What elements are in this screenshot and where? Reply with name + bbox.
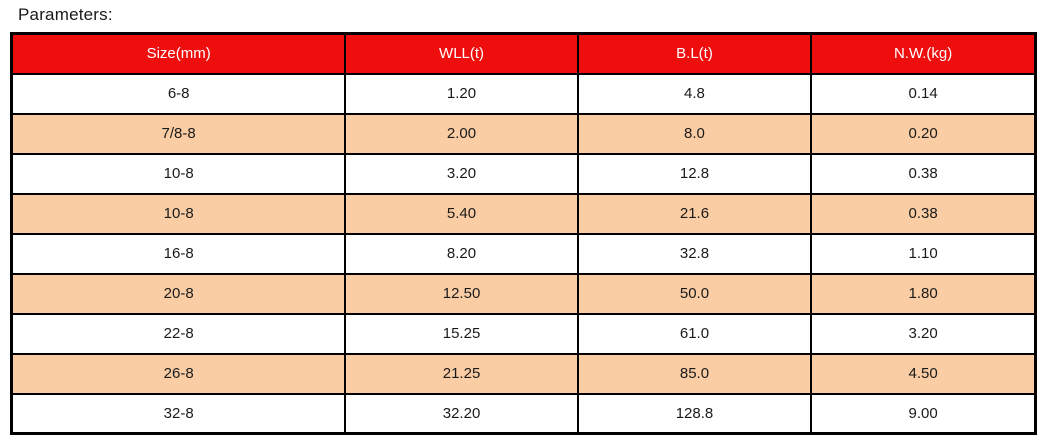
- table-row: 10-8 5.40 21.6 0.38: [10, 192, 1037, 235]
- parameters-table: Size(mm) WLL(t) B.L(t) N.W.(kg) 6-8 1.20 4.8 0…: [10, 32, 1037, 435]
- table-row: 7/8-8 2.00 8.0 0.20: [10, 112, 1037, 155]
- table-cell: 2.00: [344, 112, 579, 155]
- table-body: 6-8 1.20 4.8 0.14 7/8-8 2.00 8.0 0.20 10-8 3.20 12…: [10, 72, 1037, 435]
- table-cell: 0.38: [810, 192, 1037, 235]
- table-cell: 1.80: [810, 272, 1037, 315]
- table-cell: 32.8: [576, 232, 813, 275]
- table-cell: 12.50: [344, 272, 579, 315]
- table-cell: 61.0: [576, 312, 813, 355]
- table-cell: 4.8: [576, 72, 813, 115]
- table-cell: 128.8: [576, 392, 813, 435]
- column-header: Size(mm): [10, 32, 347, 75]
- table-cell: 1.10: [810, 232, 1037, 275]
- column-header: B.L(t): [576, 32, 813, 75]
- table-cell: 0.20: [810, 112, 1037, 155]
- table-cell: 7/8-8: [10, 112, 347, 155]
- table-header: Size(mm) WLL(t) B.L(t) N.W.(kg): [10, 32, 1037, 75]
- table-cell: 0.38: [810, 152, 1037, 195]
- table-cell: 32-8: [10, 392, 347, 435]
- table-row: 10-8 3.20 12.8 0.38: [10, 152, 1037, 195]
- table-cell: 21.6: [576, 192, 813, 235]
- column-header: WLL(t): [344, 32, 579, 75]
- table-cell: 0.14: [810, 72, 1037, 115]
- table-cell: 3.20: [810, 312, 1037, 355]
- column-header: N.W.(kg): [810, 32, 1037, 75]
- header-row: Size(mm) WLL(t) B.L(t) N.W.(kg): [10, 32, 1037, 75]
- table-cell: 9.00: [810, 392, 1037, 435]
- table-cell: 32.20: [344, 392, 579, 435]
- table-cell: 10-8: [10, 152, 347, 195]
- table-row: 16-8 8.20 32.8 1.10: [10, 232, 1037, 275]
- table-cell: 20-8: [10, 272, 347, 315]
- table-cell: 85.0: [576, 352, 813, 395]
- table-cell: 3.20: [344, 152, 579, 195]
- table-row: 20-8 12.50 50.0 1.80: [10, 272, 1037, 315]
- table-cell: 5.40: [344, 192, 579, 235]
- table-cell: 21.25: [344, 352, 579, 395]
- table-cell: 1.20: [344, 72, 579, 115]
- table-cell: 26-8: [10, 352, 347, 395]
- table-cell: 10-8: [10, 192, 347, 235]
- table-cell: 12.8: [576, 152, 813, 195]
- page-title: Parameters:: [18, 5, 113, 24]
- table-cell: 16-8: [10, 232, 347, 275]
- table-cell: 6-8: [10, 72, 347, 115]
- table-cell: 50.0: [576, 272, 813, 315]
- table-cell: 4.50: [810, 352, 1037, 395]
- table-cell: 8.0: [576, 112, 813, 155]
- table-row: 32-8 32.20 128.8 9.00: [10, 392, 1037, 435]
- table-cell: 22-8: [10, 312, 347, 355]
- table-row: 26-8 21.25 85.0 4.50: [10, 352, 1037, 395]
- table-cell: 15.25: [344, 312, 579, 355]
- table-row: 6-8 1.20 4.8 0.14: [10, 72, 1037, 115]
- table-row: 22-8 15.25 61.0 3.20: [10, 312, 1037, 355]
- table-cell: 8.20: [344, 232, 579, 275]
